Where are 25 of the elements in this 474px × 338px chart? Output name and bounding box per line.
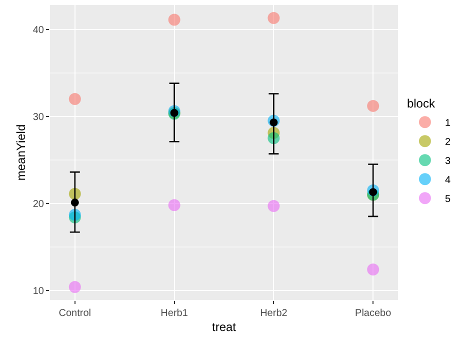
- point: [68, 280, 81, 293]
- legend-label: 2: [444, 137, 451, 148]
- point: [268, 200, 280, 212]
- legend-label: 5: [444, 194, 451, 205]
- point: [367, 100, 380, 112]
- x-tick-label: Herb2: [260, 308, 288, 319]
- point: [367, 264, 380, 276]
- y-tick-label: 40: [32, 24, 44, 36]
- y-tick-label: 20: [32, 198, 44, 210]
- x-axis-title: treat: [212, 320, 237, 334]
- x-tick-label: Control: [58, 308, 92, 319]
- y-axis-title: meanYield: [14, 124, 28, 181]
- x-tick-label: Herb1: [160, 308, 188, 319]
- point: [168, 14, 180, 26]
- point: [70, 198, 79, 207]
- y-tick-label: 30: [32, 112, 44, 123]
- legend-title: block: [406, 96, 436, 111]
- legend-label: 1: [444, 118, 451, 129]
- x-tick-label: Placebo: [355, 308, 392, 319]
- legend-label: 3: [444, 156, 451, 167]
- y-tick-label: 10: [32, 286, 44, 297]
- point: [268, 12, 280, 24]
- point: [68, 92, 81, 105]
- legend-label: 4: [444, 175, 451, 186]
- point: [168, 199, 180, 212]
